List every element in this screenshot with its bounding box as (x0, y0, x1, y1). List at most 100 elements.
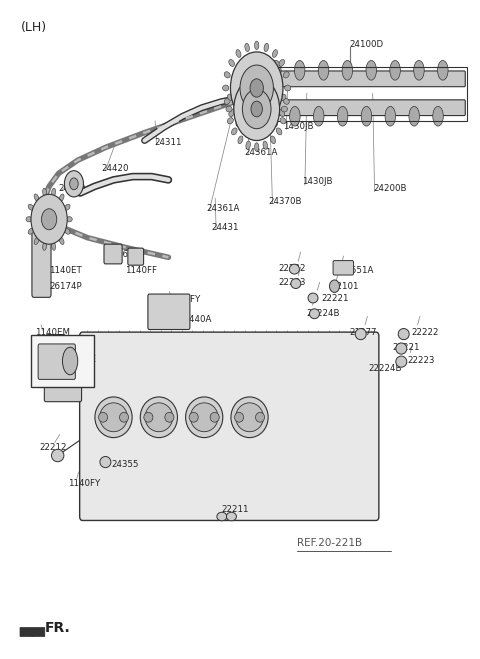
Ellipse shape (308, 293, 318, 303)
Ellipse shape (291, 279, 301, 289)
Ellipse shape (144, 413, 153, 422)
Circle shape (240, 65, 274, 111)
FancyBboxPatch shape (249, 71, 465, 87)
Ellipse shape (236, 403, 264, 432)
Text: 24311: 24311 (154, 138, 181, 147)
Ellipse shape (396, 356, 407, 367)
Ellipse shape (329, 280, 339, 293)
Circle shape (251, 101, 263, 117)
Ellipse shape (263, 141, 267, 150)
Ellipse shape (385, 106, 396, 126)
Ellipse shape (66, 217, 72, 222)
Ellipse shape (120, 413, 129, 422)
Ellipse shape (279, 59, 285, 67)
Text: 1140EM: 1140EM (35, 328, 70, 337)
Text: 22222: 22222 (278, 264, 306, 273)
Ellipse shape (396, 343, 407, 354)
Ellipse shape (231, 128, 237, 135)
FancyBboxPatch shape (249, 100, 465, 115)
Text: 22224B: 22224B (369, 364, 402, 374)
Text: (LH): (LH) (21, 21, 47, 34)
Ellipse shape (270, 74, 276, 82)
Ellipse shape (245, 125, 250, 132)
Ellipse shape (254, 41, 259, 49)
Circle shape (64, 171, 84, 197)
Ellipse shape (210, 413, 219, 422)
Text: 1430JB: 1430JB (302, 177, 333, 186)
Ellipse shape (231, 83, 237, 90)
Text: 12101: 12101 (331, 282, 358, 291)
FancyBboxPatch shape (128, 248, 144, 265)
Text: 22211: 22211 (221, 505, 249, 515)
Ellipse shape (228, 118, 233, 124)
Ellipse shape (238, 136, 243, 144)
Circle shape (31, 194, 67, 244)
FancyBboxPatch shape (20, 627, 45, 637)
Ellipse shape (98, 413, 108, 422)
Text: 24412E: 24412E (63, 355, 96, 364)
Ellipse shape (59, 194, 64, 202)
Ellipse shape (276, 128, 282, 135)
Text: 22223: 22223 (407, 356, 434, 365)
Ellipse shape (254, 143, 259, 152)
Circle shape (250, 79, 264, 97)
Ellipse shape (229, 59, 234, 67)
Ellipse shape (62, 347, 78, 375)
Ellipse shape (100, 457, 111, 468)
Bar (250, 67, 467, 121)
Ellipse shape (414, 61, 424, 80)
Ellipse shape (280, 118, 286, 124)
Text: 24370B: 24370B (269, 197, 302, 206)
Ellipse shape (366, 61, 376, 80)
Text: 24350D: 24350D (235, 118, 269, 127)
Ellipse shape (226, 106, 232, 112)
Text: 24551A: 24551A (340, 266, 373, 275)
Ellipse shape (254, 127, 259, 135)
Text: 24420: 24420 (102, 164, 129, 173)
Ellipse shape (270, 136, 276, 144)
Ellipse shape (433, 106, 444, 126)
Ellipse shape (245, 43, 250, 51)
Text: 22223: 22223 (278, 277, 306, 287)
Text: 22221: 22221 (393, 343, 420, 352)
Ellipse shape (398, 329, 409, 339)
Text: 24349: 24349 (59, 184, 86, 193)
Ellipse shape (236, 119, 241, 127)
Text: 22212: 22212 (39, 443, 67, 452)
Text: 21377: 21377 (350, 328, 377, 337)
Ellipse shape (246, 141, 251, 150)
Ellipse shape (145, 403, 173, 432)
Circle shape (234, 78, 280, 140)
Ellipse shape (254, 67, 259, 75)
Ellipse shape (289, 106, 300, 126)
FancyBboxPatch shape (38, 344, 75, 380)
Circle shape (70, 178, 78, 190)
Ellipse shape (310, 309, 320, 319)
Text: REF.20-221B: REF.20-221B (297, 538, 362, 548)
Ellipse shape (266, 106, 276, 126)
Ellipse shape (51, 449, 64, 462)
Ellipse shape (238, 74, 243, 82)
Ellipse shape (313, 106, 324, 126)
Text: 24560: 24560 (107, 250, 134, 258)
Ellipse shape (186, 397, 223, 438)
Ellipse shape (51, 242, 56, 250)
Ellipse shape (235, 413, 243, 422)
FancyBboxPatch shape (148, 294, 190, 330)
Circle shape (242, 90, 271, 129)
Ellipse shape (294, 61, 305, 80)
Ellipse shape (189, 413, 198, 422)
Circle shape (41, 209, 57, 230)
Ellipse shape (228, 94, 233, 100)
Ellipse shape (224, 72, 230, 78)
Ellipse shape (64, 228, 70, 234)
Text: 26174P: 26174P (49, 282, 82, 291)
Ellipse shape (223, 85, 229, 91)
Ellipse shape (289, 264, 300, 274)
FancyBboxPatch shape (333, 260, 354, 275)
Text: 1140FY: 1140FY (168, 295, 201, 304)
Ellipse shape (337, 106, 348, 126)
Ellipse shape (264, 43, 268, 51)
Bar (31, 335, 95, 387)
Ellipse shape (64, 204, 70, 210)
